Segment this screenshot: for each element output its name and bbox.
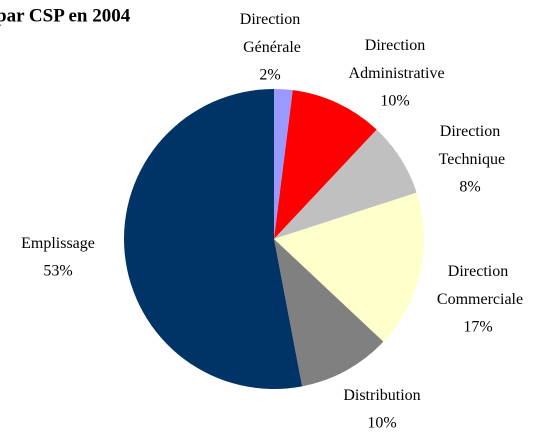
pie-slice bbox=[124, 89, 303, 389]
value-label: 2% bbox=[259, 67, 280, 84]
pie-slice bbox=[274, 129, 417, 239]
label-line: Direction bbox=[365, 37, 425, 54]
slice-label: Distribution bbox=[343, 387, 420, 404]
slice-label: Direction Générale bbox=[239, 11, 301, 56]
slice-label: Direction Technique bbox=[435, 123, 505, 168]
label-line: Direction bbox=[448, 263, 508, 280]
value-label: 8% bbox=[459, 179, 480, 196]
pie-slice bbox=[274, 89, 293, 239]
slice-label: Direction Administrative bbox=[345, 37, 444, 82]
value-label: 10% bbox=[380, 93, 409, 110]
pie-slice bbox=[274, 239, 384, 387]
pie-slice bbox=[274, 90, 377, 239]
label-line: Emplissage bbox=[21, 235, 95, 252]
label-line: Direction bbox=[240, 11, 300, 28]
value-label: 17% bbox=[463, 319, 492, 336]
slice-label: Emplissage bbox=[21, 235, 95, 252]
label-line: Générale bbox=[239, 39, 301, 56]
label-line: Technique bbox=[435, 151, 505, 168]
label-line: Commerciale bbox=[433, 291, 523, 308]
chart-title: par CSP en 2004 bbox=[0, 5, 131, 26]
slice-label: Direction Commerciale bbox=[433, 263, 523, 308]
label-line: Direction bbox=[440, 123, 500, 140]
value-label: 53% bbox=[43, 263, 72, 280]
pie-slice bbox=[274, 192, 424, 342]
label-line: Administrative bbox=[345, 65, 444, 82]
value-label: 10% bbox=[367, 415, 396, 432]
label-line: Distribution bbox=[343, 387, 420, 404]
